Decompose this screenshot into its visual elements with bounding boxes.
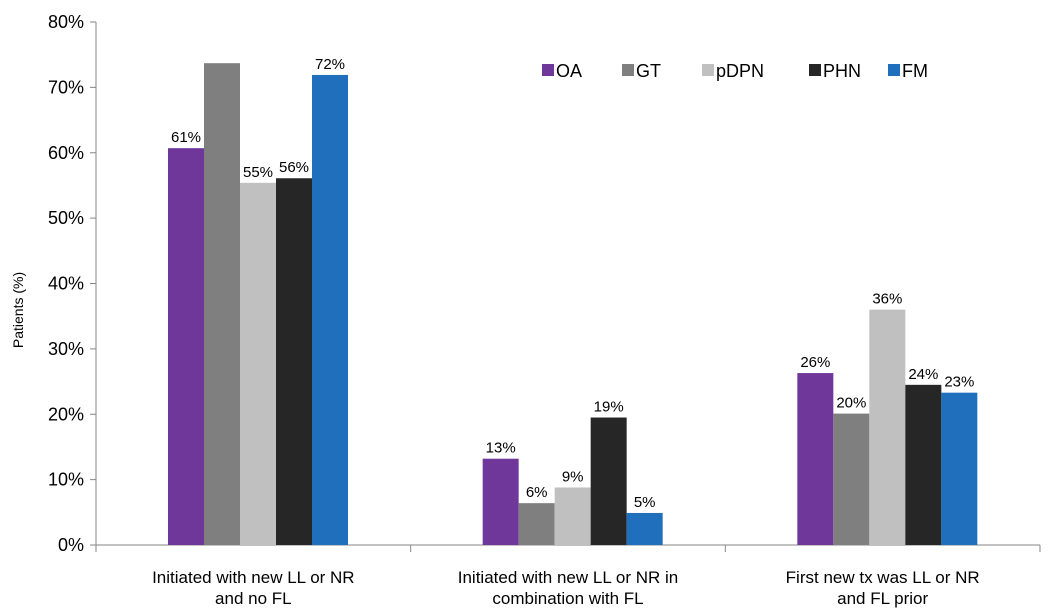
y-tick-label: 30%: [48, 339, 84, 359]
bar-phn-3: [905, 384, 942, 545]
legend-item-phn: PHN: [809, 61, 861, 81]
bar-oa-3: [797, 373, 834, 545]
bar-gt-3: [833, 413, 870, 545]
legend-swatch: [888, 64, 900, 76]
legend-label: FM: [902, 61, 928, 81]
y-axis-title: Patients (%): [10, 272, 26, 348]
data-label-phn-3: 24%: [908, 366, 938, 383]
bars: [168, 63, 978, 546]
legend-label: pDPN: [716, 61, 764, 81]
bar-phn-2: [590, 417, 627, 545]
x-axis: [95, 544, 1041, 552]
data-label-pdpn-2: 9%: [562, 468, 584, 485]
legend-item-fm: FM: [888, 61, 928, 81]
data-label-oa-1: 61%: [171, 129, 201, 146]
legend: OA GT pDPN PHN FM: [542, 61, 928, 81]
legend-label: PHN: [823, 61, 861, 81]
category-label: First new tx was LL or NR: [786, 568, 980, 587]
y-tick-label: 60%: [48, 143, 84, 163]
bar-fm-1: [312, 74, 348, 546]
bar-oa-2: [482, 458, 519, 545]
legend-label: GT: [636, 61, 661, 81]
bar-gt-1: [204, 63, 240, 545]
bar-phn-1: [276, 178, 312, 545]
legend-item-gt: GT: [622, 61, 661, 81]
bar-oa-1: [168, 148, 204, 545]
y-tick-label: 40%: [48, 274, 84, 294]
bar-pdpn-3: [869, 309, 906, 545]
legend-swatch: [809, 64, 821, 76]
y-axis: 0% 10% 20% 30% 40% 50% 60% 70% 80%: [48, 12, 97, 555]
y-tick-label: 0%: [58, 535, 84, 555]
data-label-fm-3: 23%: [944, 374, 974, 391]
data-label-oa-2: 13%: [486, 440, 516, 457]
data-label-phn-2: 19%: [594, 399, 624, 416]
category-labels: Initiated with new LL or NR and no FL Init…: [152, 568, 980, 608]
category-label: Initiated with new LL or NR: [152, 568, 355, 587]
category-label: and no FL: [215, 589, 292, 608]
data-label-oa-3: 26%: [800, 354, 830, 371]
legend-item-oa: OA: [542, 61, 582, 81]
y-tick-label: 50%: [48, 208, 84, 228]
legend-label: OA: [556, 61, 582, 81]
bar-fm-2: [626, 512, 663, 545]
y-tick-label: 80%: [48, 12, 84, 32]
bar-fm-3: [941, 392, 978, 545]
legend-swatch: [542, 64, 554, 76]
data-label-pdpn-3: 36%: [872, 291, 902, 308]
legend-swatch: [702, 64, 714, 76]
category-label: and FL prior: [837, 589, 928, 608]
y-tick-label: 10%: [48, 470, 84, 490]
data-label-pdpn-1: 55%: [243, 164, 273, 181]
category-label: combination with FL: [492, 589, 643, 608]
data-labels: 61% 13% 26% 6% 20% 55% 9% 36% 56% 19% 24% 72% 5% 23%: [171, 56, 974, 511]
category-label: Initiated with new LL or NR in: [458, 568, 678, 587]
y-tick-label: 70%: [48, 77, 84, 97]
bar-pdpn-1: [240, 182, 276, 545]
data-label-phn-1: 56%: [279, 159, 309, 176]
data-label-fm-1: 72%: [315, 56, 345, 73]
data-label-gt-2: 6%: [526, 484, 548, 501]
data-label-gt-3: 20%: [836, 395, 866, 412]
legend-item-pdpn: pDPN: [702, 61, 764, 81]
data-label-fm-2: 5%: [634, 494, 656, 511]
bar-gt-2: [518, 503, 555, 545]
bar-pdpn-2: [554, 487, 591, 545]
y-tick-label: 20%: [48, 404, 84, 424]
legend-swatch: [622, 64, 634, 76]
